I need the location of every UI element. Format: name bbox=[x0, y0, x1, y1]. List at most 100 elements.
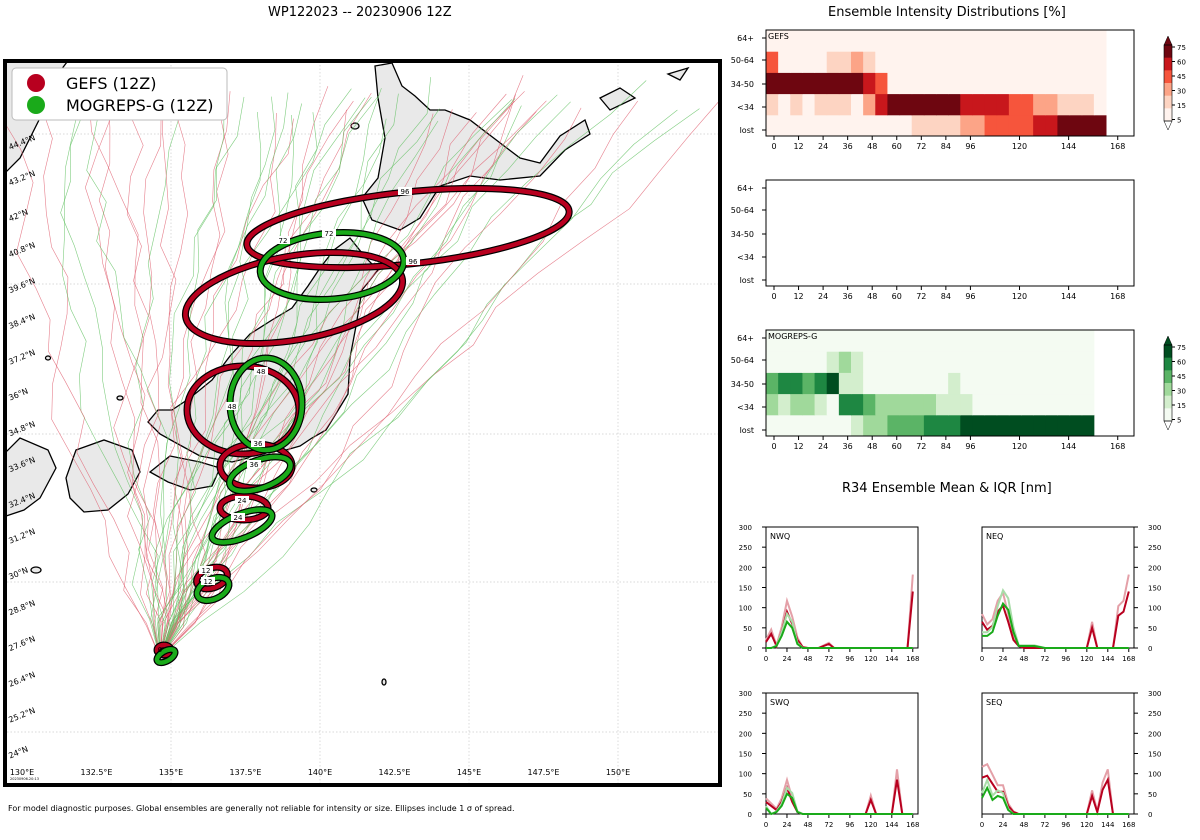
heatmap-cell bbox=[911, 93, 925, 116]
r34-ytick: 50 bbox=[743, 625, 752, 633]
heatmap-cell bbox=[1057, 51, 1071, 73]
gefs-legend-marker bbox=[27, 74, 45, 92]
ensemble-tracks bbox=[7, 75, 718, 659]
heatmap-cell bbox=[1057, 114, 1071, 137]
heatmap-cell bbox=[814, 51, 828, 73]
heatmap-cell bbox=[863, 330, 876, 352]
heatmap-cell bbox=[899, 51, 913, 73]
heatmap-cell bbox=[1021, 330, 1034, 352]
heatmap-cell bbox=[766, 51, 779, 73]
svg-text:24: 24 bbox=[238, 497, 247, 505]
r34-xtick: 24 bbox=[783, 821, 792, 829]
ensemble-track bbox=[62, 98, 166, 659]
heatmap-cell bbox=[863, 372, 876, 395]
lon-label: 137.5°E bbox=[230, 768, 262, 777]
heatmap-cell bbox=[1057, 72, 1071, 95]
heatmap-cell bbox=[1008, 93, 1022, 116]
heatmap-cell bbox=[1045, 393, 1058, 416]
heatmap-xtick: 0 bbox=[771, 292, 776, 301]
r34-xtick: 48 bbox=[1019, 821, 1028, 829]
ensemble-track bbox=[159, 108, 700, 659]
heatmap-cell bbox=[826, 414, 840, 437]
ensemble-track bbox=[159, 103, 302, 659]
heatmap-cell bbox=[875, 330, 888, 352]
heatmap-xtick: 12 bbox=[793, 442, 803, 451]
r34-ytick: 100 bbox=[1148, 771, 1161, 779]
heatmap-cell bbox=[984, 414, 998, 437]
r34-panel-frame bbox=[981, 692, 1135, 815]
heatmap-cell bbox=[790, 30, 803, 52]
ensemble-track bbox=[159, 100, 639, 659]
heatmap-cell bbox=[984, 51, 998, 73]
colorbar-tick: 75 bbox=[1177, 44, 1186, 52]
heatmap-cell bbox=[1069, 351, 1083, 373]
heatmap-cell bbox=[875, 72, 888, 95]
heatmap-cell bbox=[826, 72, 840, 95]
ensemble-track bbox=[159, 112, 477, 659]
heatmap-cell bbox=[960, 372, 973, 395]
heatmap-cell bbox=[923, 51, 937, 73]
colorbar-segment bbox=[1164, 70, 1172, 84]
heatmap-cell bbox=[863, 51, 876, 73]
heatmap-cell bbox=[1008, 72, 1022, 95]
heatmap-xtick: 96 bbox=[965, 292, 975, 301]
map-timestamp: 20230906.20:13 bbox=[10, 777, 39, 781]
heatmap-cell bbox=[1069, 51, 1083, 73]
ensemble-track bbox=[159, 114, 295, 659]
heatmap-cell bbox=[923, 372, 937, 395]
colorbar-tick: 45 bbox=[1177, 73, 1186, 81]
heatmap-cell bbox=[960, 51, 973, 73]
heatmap-cell bbox=[766, 372, 779, 395]
heatmap-cell bbox=[838, 72, 852, 95]
r34-xtick: 96 bbox=[1061, 655, 1070, 663]
heatmap-xtick: 144 bbox=[1061, 142, 1076, 151]
lon-label: 130°E bbox=[10, 768, 34, 777]
svg-text:12: 12 bbox=[202, 567, 211, 575]
heatmap-cell bbox=[851, 351, 864, 373]
r34-xtick: 72 bbox=[1040, 821, 1049, 829]
heatmap-cell bbox=[1021, 114, 1034, 137]
r34-xtick: 48 bbox=[803, 821, 812, 829]
heatmap-cell bbox=[826, 393, 840, 416]
heatmap-cell bbox=[1033, 372, 1046, 395]
heatmap-cell bbox=[923, 30, 937, 52]
heatmap-cell bbox=[899, 372, 913, 395]
ensemble-track bbox=[159, 107, 582, 659]
heatmap-cell bbox=[790, 114, 803, 137]
heatmap-cell bbox=[972, 372, 986, 395]
ensemble-track bbox=[98, 89, 161, 659]
r34-ytick: 0 bbox=[748, 811, 752, 819]
heatmap-cell bbox=[778, 393, 791, 416]
ensemble-track bbox=[38, 99, 161, 659]
r34-ytick: 50 bbox=[1148, 625, 1157, 633]
heatmap-cell bbox=[875, 93, 888, 116]
lon-label: 135°E bbox=[159, 768, 183, 777]
heatmap-cell bbox=[875, 393, 888, 416]
heatmap-cell bbox=[960, 30, 973, 52]
heatmap-cell bbox=[875, 414, 888, 437]
svg-text:96: 96 bbox=[401, 188, 410, 196]
heatmap-cell bbox=[1057, 393, 1071, 416]
heatmap-xtick: 84 bbox=[941, 142, 951, 151]
heatmap-xtick: 84 bbox=[941, 292, 951, 301]
svg-text:48: 48 bbox=[228, 403, 237, 411]
heatmap-xtick: 144 bbox=[1061, 292, 1076, 301]
heatmap-cell bbox=[766, 330, 779, 352]
r34-ytick: 300 bbox=[739, 690, 752, 698]
heatmap-cell bbox=[802, 351, 816, 373]
heatmap-cell bbox=[863, 93, 876, 116]
r34-ytick: 100 bbox=[739, 771, 752, 779]
heatmap-cell bbox=[766, 72, 779, 95]
colorbar-tick: 5 bbox=[1177, 417, 1181, 425]
heatmap-cell bbox=[838, 372, 852, 395]
heatmap-cell bbox=[1045, 72, 1058, 95]
heatmap-cell bbox=[984, 330, 998, 352]
ensemble-track bbox=[159, 100, 354, 659]
colorbar-tick: 30 bbox=[1177, 88, 1186, 96]
heatmap-cell bbox=[1069, 72, 1083, 95]
r34-panel-frame bbox=[981, 526, 1135, 649]
heatmap-cell bbox=[996, 51, 1010, 73]
heatmap-cell bbox=[972, 72, 986, 95]
ensemble-track bbox=[151, 96, 245, 659]
heatmap-xtick: 60 bbox=[892, 442, 902, 451]
